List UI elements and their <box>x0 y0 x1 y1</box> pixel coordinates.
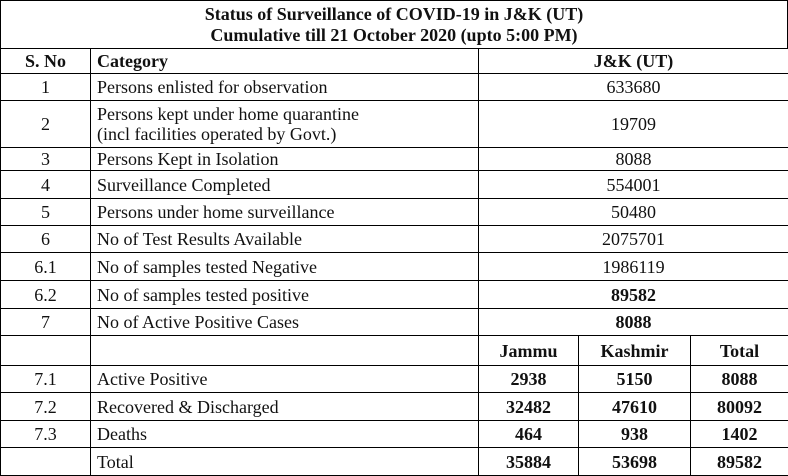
value-cell: 1402 <box>691 421 788 448</box>
serial-cell: 1 <box>1 74 91 101</box>
empty-cell <box>1 336 91 366</box>
header-cell: Kashmir <box>579 336 691 366</box>
value-cell: 464 <box>479 421 579 448</box>
value-cell: 89582 <box>691 448 788 476</box>
category-cell: No of samples tested Negative <box>91 253 479 281</box>
category-line: Persons kept under home quarantine <box>97 104 472 124</box>
serial-cell: 6.2 <box>1 281 91 309</box>
value-cell: 8088 <box>479 148 788 171</box>
header-cell: Category <box>91 49 479 74</box>
value-cell: 2938 <box>479 366 579 393</box>
serial-cell: 5 <box>1 199 91 226</box>
serial-cell: 7.3 <box>1 421 91 448</box>
value-cell: 8088 <box>479 309 788 336</box>
title: Status of Surveillance of COVID-19 in J&… <box>1 4 787 25</box>
serial-cell: 3 <box>1 148 91 171</box>
category-cell: Recovered & Discharged <box>91 393 479 421</box>
value-cell: 2075701 <box>479 226 788 253</box>
value-cell: 554001 <box>479 171 788 199</box>
serial-cell <box>1 448 91 476</box>
serial-cell: 7 <box>1 309 91 336</box>
category-cell: No of samples tested positive <box>91 281 479 309</box>
subtitle: Cumulative till 21 October 2020 (upto 5:… <box>1 25 787 46</box>
header-cell: S. No <box>1 49 91 74</box>
serial-cell: 7.1 <box>1 366 91 393</box>
serial-cell: 6.1 <box>1 253 91 281</box>
category-cell: No of Active Positive Cases <box>91 309 479 336</box>
serial-cell: 4 <box>1 171 91 199</box>
value-cell: 32482 <box>479 393 579 421</box>
value-cell: 1986119 <box>479 253 788 281</box>
value-cell: 53698 <box>579 448 691 476</box>
category-cell: Active Positive <box>91 366 479 393</box>
category-cell: Persons kept under home quarantine(incl … <box>91 101 479 148</box>
value-cell: 633680 <box>479 74 788 101</box>
value-cell: 938 <box>579 421 691 448</box>
title-block: Status of Surveillance of COVID-19 in J&… <box>0 0 788 48</box>
category-cell: Persons Kept in Isolation <box>91 148 479 171</box>
category-cell: Deaths <box>91 421 479 448</box>
category-cell: Surveillance Completed <box>91 171 479 199</box>
category-cell: Total <box>91 448 479 476</box>
header-cell: Total <box>691 336 788 366</box>
serial-cell: 6 <box>1 226 91 253</box>
value-cell: 5150 <box>579 366 691 393</box>
value-cell: 19709 <box>479 101 788 148</box>
category-cell: Persons enlisted for observation <box>91 74 479 101</box>
header-cell: Jammu <box>479 336 579 366</box>
value-cell: 47610 <box>579 393 691 421</box>
category-cell: Persons under home surveillance <box>91 199 479 226</box>
value-cell: 8088 <box>691 366 788 393</box>
empty-cell <box>91 336 479 366</box>
value-cell: 35884 <box>479 448 579 476</box>
value-cell: 89582 <box>479 281 788 309</box>
value-cell: 50480 <box>479 199 788 226</box>
serial-cell: 2 <box>1 101 91 148</box>
header-cell: J&K (UT) <box>479 49 788 74</box>
category-cell: No of Test Results Available <box>91 226 479 253</box>
category-line: (incl facilities operated by Govt.) <box>97 124 472 144</box>
serial-cell: 7.2 <box>1 393 91 421</box>
value-cell: 80092 <box>691 393 788 421</box>
